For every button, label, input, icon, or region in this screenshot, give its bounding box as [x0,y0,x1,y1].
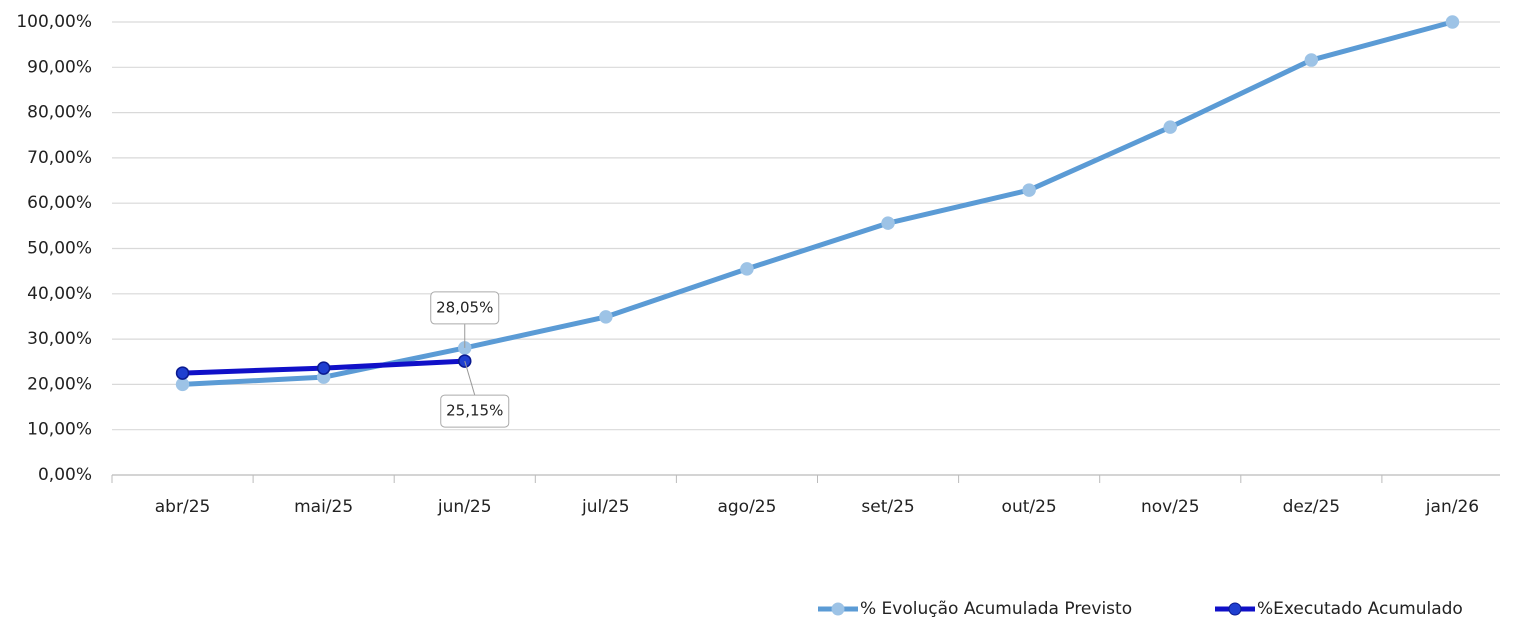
point [175,366,190,380]
y-tick-label: 90,00% [27,57,92,77]
legend-marker [1228,602,1242,616]
y-tick-label: 30,00% [27,329,92,349]
callout-box [440,394,510,428]
y-tick-label: 70,00% [27,148,92,168]
point [1022,183,1036,197]
y-tick-label: 60,00% [27,193,92,213]
x-tick-label: abr/25 [155,497,211,517]
data-label: 25,15% [446,402,503,420]
y-tick-label: 0,00% [38,465,92,485]
x-tick-label: set/25 [861,497,914,517]
x-tick-label: mai/25 [294,497,353,517]
y-tick-label: 20,00% [27,374,92,394]
point [1304,53,1319,67]
x-tick-label: dez/25 [1283,497,1341,517]
point [599,310,613,324]
legend-marker [831,602,845,616]
x-tick-label: ago/25 [717,497,776,517]
data-label: 28,05% [436,298,493,316]
callout-leader [464,360,476,396]
point [175,377,190,392]
point [881,216,895,230]
legend-label: %Executado Acumulado [1257,599,1463,619]
legend-label: % Evolução Acumulada Previsto [860,599,1132,619]
y-tick-label: 50,00% [27,239,92,259]
point [1163,120,1177,134]
y-tick-label: 80,00% [27,103,92,123]
x-tick-label: jun/25 [437,497,492,517]
x-tick-label: jan/26 [1425,497,1479,517]
y-tick-label: 10,00% [27,420,92,440]
x-tick-label: jul/25 [581,497,630,517]
x-tick-label: out/25 [1002,497,1057,517]
y-tick-label: 100,00% [16,12,92,32]
point [316,361,331,375]
x-tick-label: nov/25 [1141,497,1200,517]
point [1445,15,1460,29]
y-tick-label: 40,00% [27,284,92,304]
callout-box [430,291,500,325]
point [740,262,754,276]
